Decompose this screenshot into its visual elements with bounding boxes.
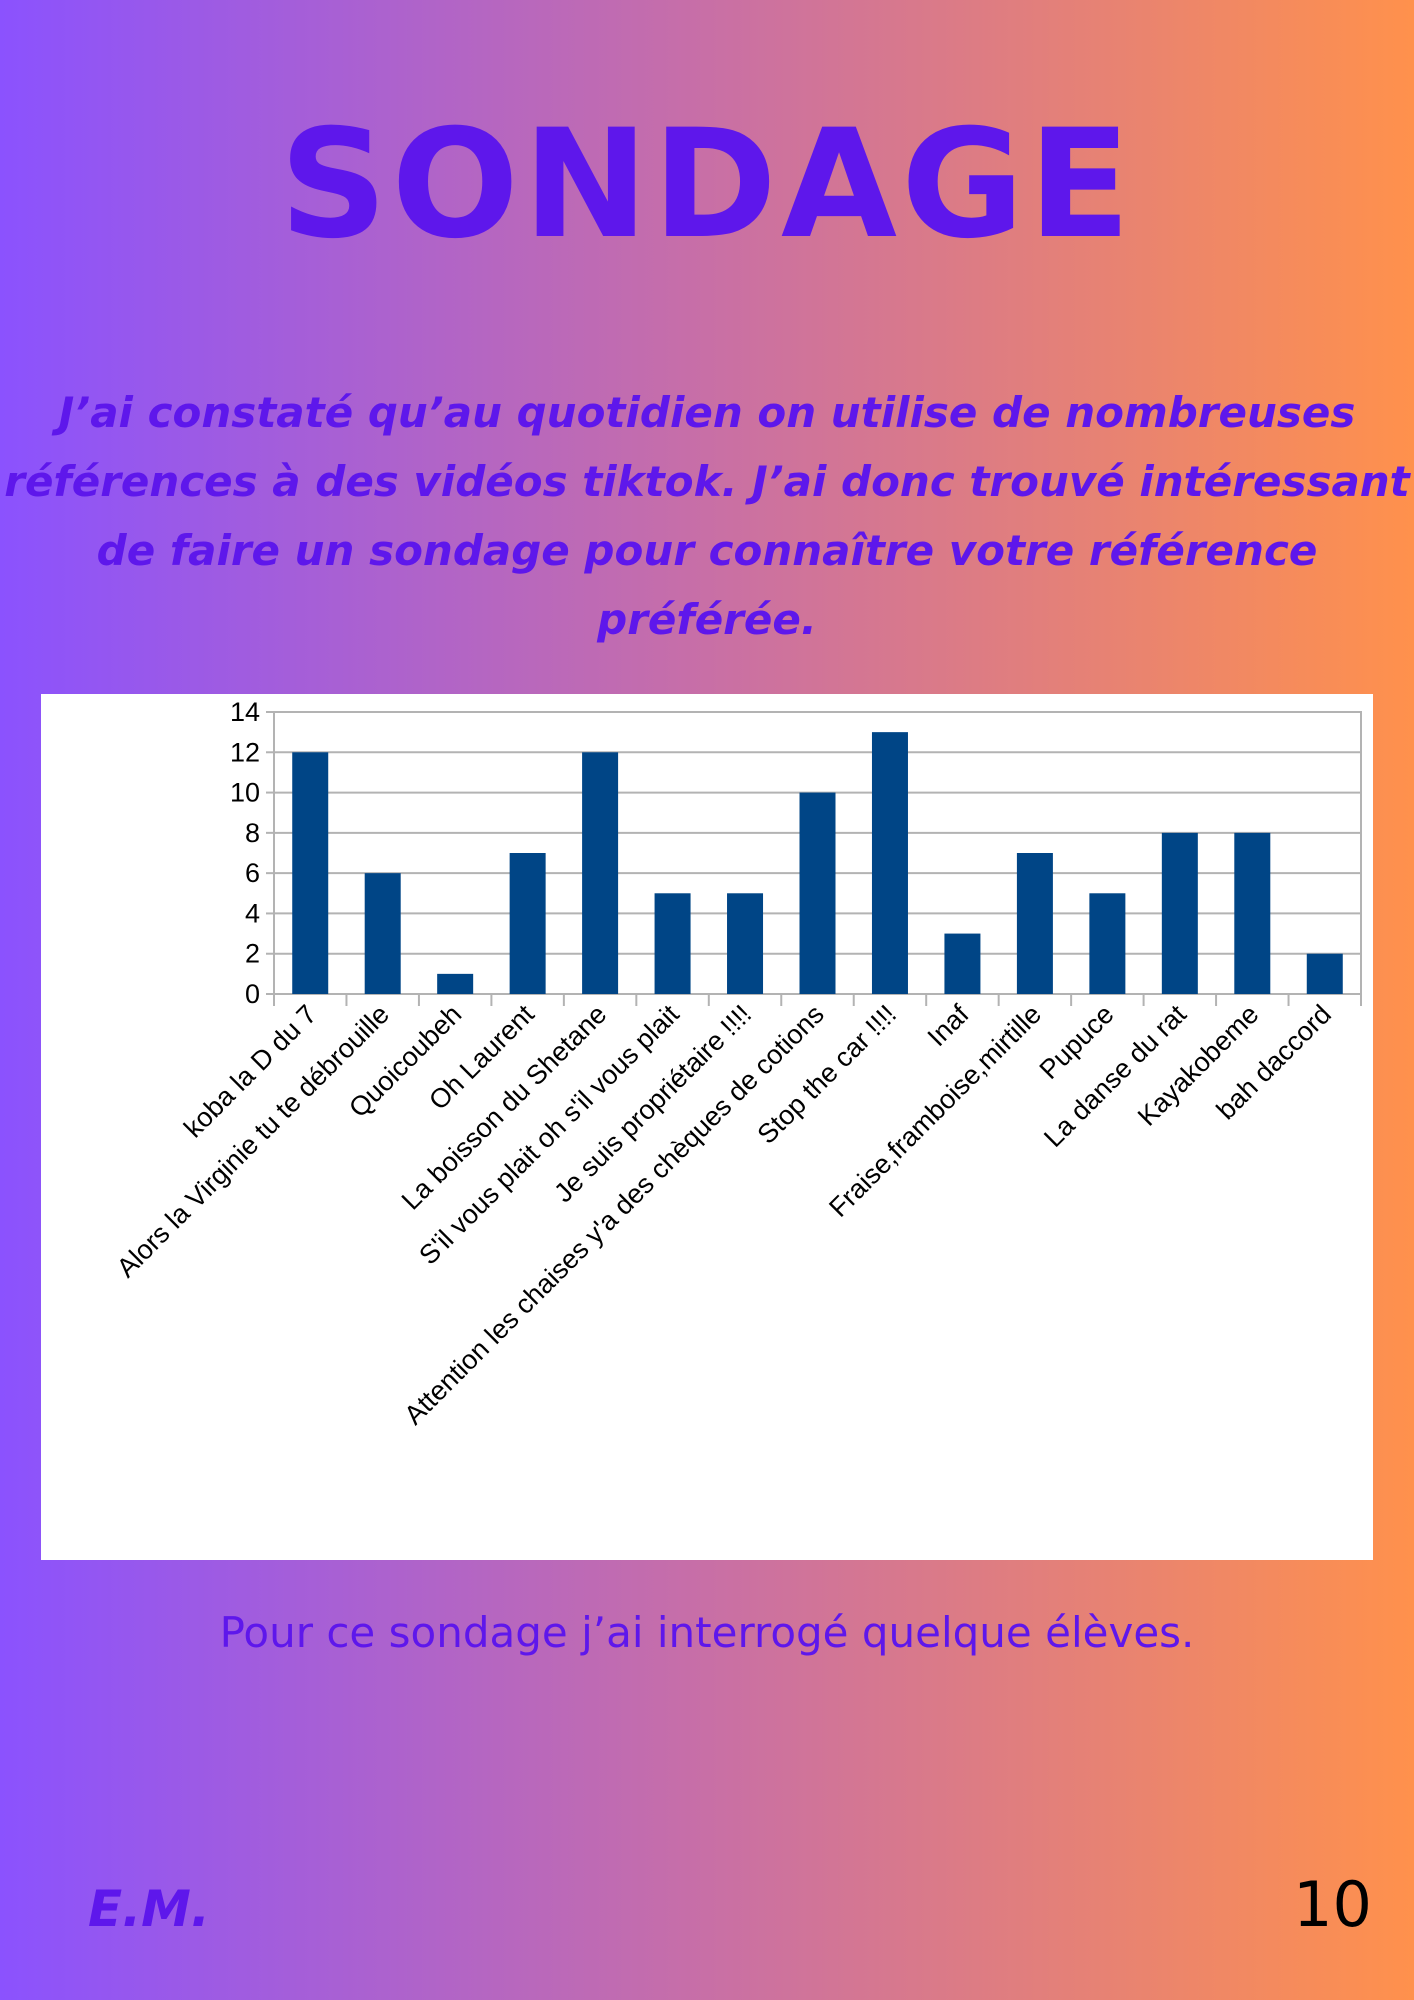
y-tick-label: 8 [245,818,260,848]
chart-panel: 0 2 4 6 8 10 12 14 koba la D du 7 Alors la Virgin… [41,694,1373,1560]
intro-line: de faire un sondage pour connaître votre… [96,526,1318,575]
bar [799,792,836,994]
page-title: SONDAGE [279,98,1135,272]
bar [1161,832,1198,994]
bar [364,873,401,994]
bar [1234,832,1271,994]
intro-line: références à des vidéos tiktok. J’ai don… [4,457,1410,506]
bar [437,973,474,994]
y-tick-label: 6 [245,858,260,888]
x-tick-label: Inaf [922,999,975,1052]
y-tick-label: 0 [245,979,260,1009]
bar [292,752,329,994]
bar [1016,853,1053,994]
intro-line: préférée. [597,595,817,644]
bar [509,853,546,994]
bar [582,752,619,994]
x-tick-label: S'il vous plait oh s'il vous plait [413,999,685,1271]
caption: Pour ce sondage j’ai interrogé quelque é… [219,1608,1195,1657]
y-tick-label: 4 [245,898,260,928]
x-tick-label: Alors la Virginie tu te débrouille [111,999,395,1283]
y-tick-label: 10 [230,778,260,808]
bar [654,893,691,994]
intro-line: J’ai constaté qu’au quotidien on utilise… [58,388,1356,437]
bar [944,933,981,994]
y-tick-label: 2 [245,939,260,969]
bar [1306,953,1343,994]
y-tick-label: 12 [230,737,260,767]
y-tick-label: 14 [230,697,260,727]
intro-text: J’ai constaté qu’au quotidien on utilise… [0,378,1414,654]
page-number: 10 [1293,1868,1372,1941]
bar [1089,893,1126,994]
bar [871,732,908,994]
author-initials: E.M. [88,1880,210,1938]
bar [727,893,764,994]
